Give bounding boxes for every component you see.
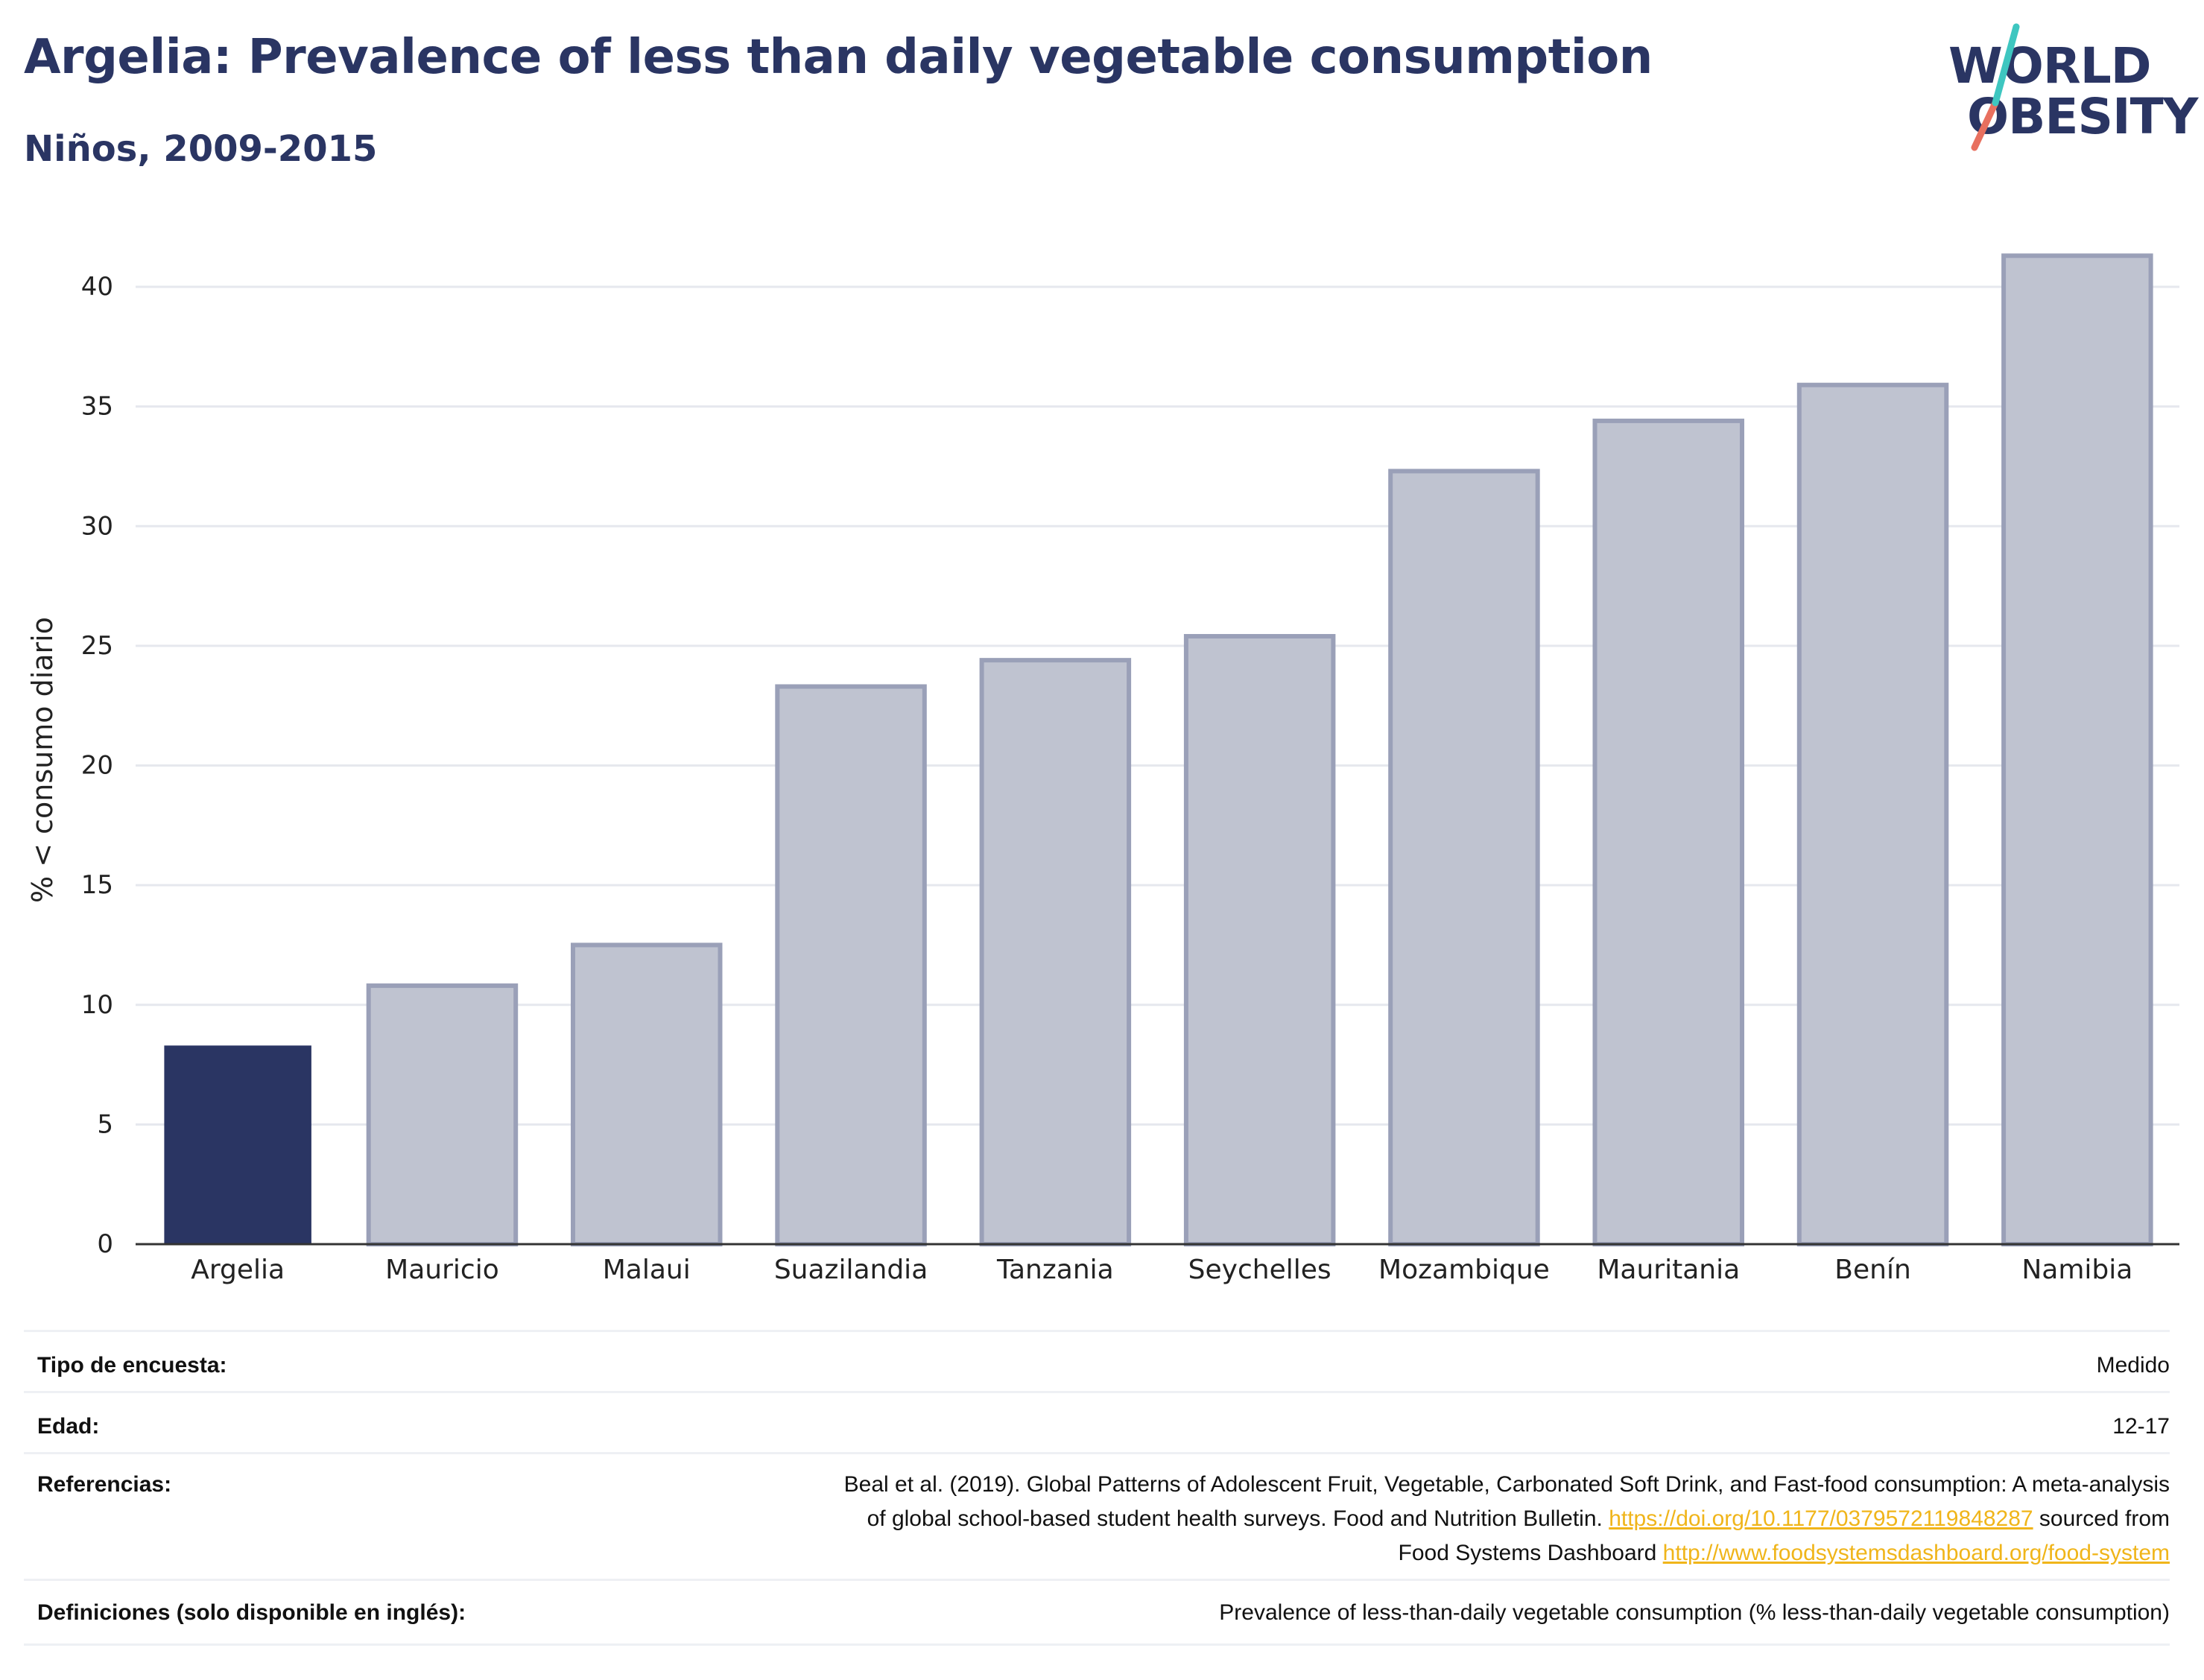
- logo-slash-icon: [1971, 23, 2020, 151]
- x-tick-label: Malaui: [603, 1255, 691, 1285]
- survey-label: Tipo de encuesta:: [37, 1353, 227, 1378]
- info-row-definitions: Definiciones (solo disponible en inglés)…: [24, 1579, 2170, 1646]
- bar-mauritania: [1592, 418, 1744, 1246]
- logo-line-2: OBESITY: [1967, 88, 2198, 145]
- info-row-survey: Tipo de encuesta: Medido: [24, 1330, 2170, 1393]
- y-tick-label: 20: [81, 751, 113, 781]
- world-obesity-logo: WORLD OBESITY: [1930, 22, 2198, 156]
- bar-namibia: [2001, 253, 2153, 1246]
- x-tick-label: Argelia: [191, 1255, 285, 1285]
- y-tick-label: 30: [81, 511, 113, 541]
- bar-tanzania: [979, 658, 1132, 1246]
- survey-value: Medido: [2096, 1353, 2170, 1378]
- reference-line-2: of global school-based student health su…: [844, 1502, 2170, 1536]
- y-axis-label: % < consumo diario: [26, 617, 59, 903]
- info-row-age: Edad: 12-17: [24, 1391, 2170, 1454]
- x-tick-label: Mauricio: [385, 1255, 499, 1285]
- y-tick-label: 0: [97, 1229, 113, 1259]
- y-tick-label: 15: [81, 870, 113, 900]
- y-tick-label: 35: [81, 392, 113, 422]
- x-tick-label: Seychelles: [1188, 1255, 1331, 1285]
- y-tick-label: 10: [81, 990, 113, 1020]
- food-systems-link[interactable]: http://www.foodsystemsdashboard.org/food…: [1662, 1541, 2170, 1565]
- doi-link[interactable]: https://doi.org/10.1177/0379572119848287: [1609, 1506, 2033, 1531]
- references-label: Referencias:: [37, 1472, 172, 1497]
- bar-suazilandia: [775, 684, 927, 1246]
- info-row-references: Referencias: Beal et al. (2019). Global …: [24, 1452, 2170, 1581]
- bar-seychelles: [1183, 634, 1336, 1246]
- references-text: Beal et al. (2019). Global Patterns of A…: [844, 1468, 2170, 1570]
- y-tick-label: 5: [97, 1109, 113, 1139]
- x-tick-label: Tanzania: [996, 1255, 1114, 1285]
- definitions-label: Definiciones (solo disponible en inglés)…: [37, 1600, 466, 1625]
- bar-malaui: [571, 942, 723, 1246]
- y-tick-label: 40: [81, 272, 113, 302]
- x-tick-label: Suazilandia: [774, 1255, 928, 1285]
- age-value: 12-17: [2112, 1414, 2170, 1439]
- bar-mauricio: [366, 983, 519, 1247]
- page-subtitle: Niños, 2009-2015: [24, 128, 378, 170]
- age-label: Edad:: [37, 1414, 100, 1439]
- x-tick-label: Mauritania: [1597, 1255, 1740, 1285]
- reference-line-2-text: of global school-based student health su…: [867, 1506, 1609, 1531]
- x-tick-label: Mozambique: [1378, 1255, 1550, 1285]
- reference-line-1: Beal et al. (2019). Global Patterns of A…: [843, 1472, 2170, 1497]
- definitions-value: Prevalence of less-than-daily vegetable …: [1219, 1600, 2170, 1625]
- reference-line-2-suffix: sourced from: [2033, 1506, 2170, 1531]
- bar-argelia: [164, 1045, 311, 1244]
- y-tick-label: 25: [81, 631, 113, 661]
- reference-line-3: Food Systems Dashboard http://www.foodsy…: [844, 1536, 2170, 1570]
- bar-mozambique: [1388, 469, 1540, 1246]
- x-tick-label: Benín: [1834, 1255, 1910, 1285]
- reference-line-3-text: Food Systems Dashboard: [1398, 1541, 1663, 1565]
- bar-benín: [1796, 382, 1949, 1246]
- bar-chart: 0 5 10 15 20 25 30 35 40 Argelia Mauricio Malaui Sua…: [26, 253, 2179, 1285]
- page-title: Argelia: Prevalence of less than daily v…: [24, 30, 1653, 85]
- logo-line-1: WORLD: [1948, 37, 2152, 95]
- x-tick-label: Namibia: [2021, 1255, 2132, 1285]
